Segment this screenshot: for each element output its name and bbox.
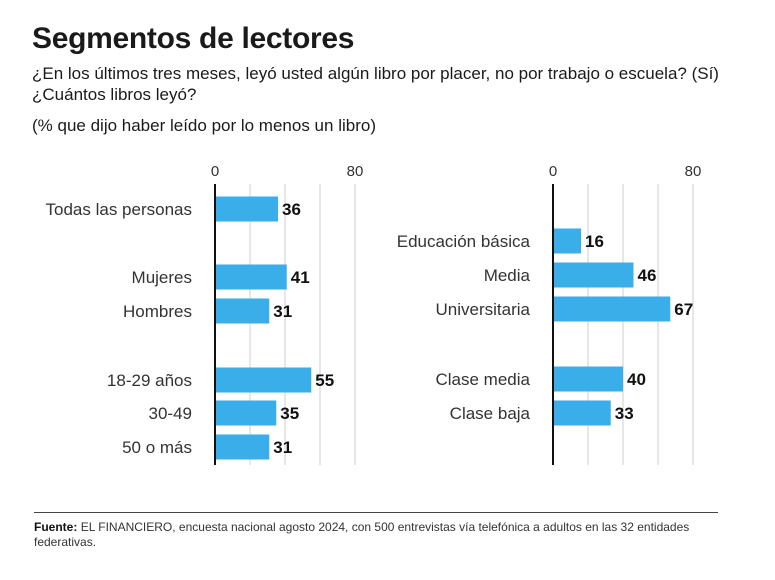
bar xyxy=(553,262,634,288)
bar xyxy=(215,196,278,222)
footer-divider xyxy=(34,512,718,513)
category-label: Clase baja xyxy=(450,404,531,423)
bar-charts: 0 80 Todas las personas 36 Mujeres 41 Hombres 3… xyxy=(46,163,702,465)
value-label: 46 xyxy=(638,266,657,285)
source-label: Fuente: xyxy=(34,520,78,534)
bar xyxy=(215,264,287,290)
value-label: 41 xyxy=(291,268,310,287)
value-label: 16 xyxy=(585,232,604,251)
category-label: Mujeres xyxy=(132,268,192,287)
bar xyxy=(215,400,277,426)
chart-note: (% que dijo haber leído por lo menos un … xyxy=(32,116,376,135)
value-label: 40 xyxy=(627,370,646,389)
value-label: 31 xyxy=(273,302,292,321)
bar xyxy=(553,366,623,392)
category-label: Clase media xyxy=(436,370,531,389)
bar xyxy=(553,228,581,254)
bar xyxy=(215,367,312,393)
tick-label: 80 xyxy=(685,163,702,180)
tick-label: 80 xyxy=(347,163,364,180)
category-label: 18-29 años xyxy=(107,371,192,390)
category-label: 50 o más xyxy=(122,438,192,457)
chart-subtitle: ¿En los últimos tres meses, leyó usted a… xyxy=(32,64,719,104)
bar xyxy=(215,434,270,460)
value-label: 55 xyxy=(315,371,334,390)
tick-label: 0 xyxy=(549,163,557,180)
chart-title: Segmentos de lectores xyxy=(32,22,355,55)
bar xyxy=(553,400,611,426)
value-label: 33 xyxy=(615,404,634,423)
category-label: Todas las personas xyxy=(46,200,192,219)
category-label: Hombres xyxy=(123,302,192,321)
category-label: 30-49 xyxy=(149,404,192,423)
category-label: Media xyxy=(484,266,531,285)
bar xyxy=(215,298,270,324)
category-label: Educación básica xyxy=(397,232,531,251)
tick-label: 0 xyxy=(211,163,219,180)
value-label: 35 xyxy=(280,404,299,423)
value-label: 36 xyxy=(282,200,301,219)
source-note: Fuente: EL FINANCIERO, encuesta nacional… xyxy=(34,520,724,550)
value-label: 31 xyxy=(273,438,292,457)
category-label: Universitaria xyxy=(436,300,531,319)
bar xyxy=(553,296,671,322)
source-text: EL FINANCIERO, encuesta nacional agosto … xyxy=(34,520,690,549)
value-label: 67 xyxy=(674,300,693,319)
